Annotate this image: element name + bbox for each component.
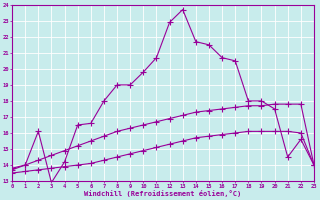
X-axis label: Windchill (Refroidissement éolien,°C): Windchill (Refroidissement éolien,°C) (84, 190, 242, 197)
